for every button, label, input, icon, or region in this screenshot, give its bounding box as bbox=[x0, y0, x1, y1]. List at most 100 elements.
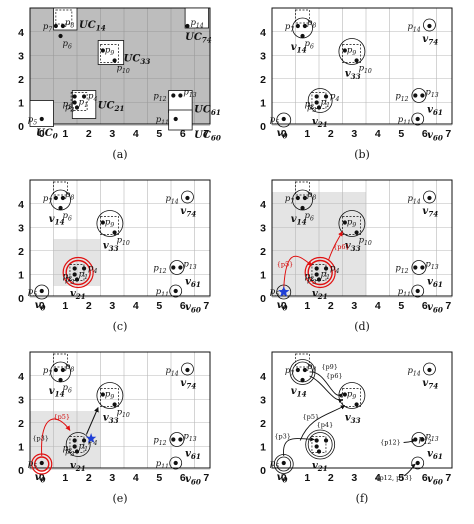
point-label-p8: p8 bbox=[65, 18, 74, 30]
v-label-v33: v33 bbox=[345, 413, 361, 426]
point-p2 bbox=[314, 100, 319, 105]
point-label-p7: p7 bbox=[43, 366, 52, 378]
y-tick: 0 bbox=[18, 293, 24, 305]
x-tick: 3 bbox=[109, 300, 115, 312]
dotted-box bbox=[342, 216, 361, 235]
point-p13 bbox=[178, 93, 183, 98]
arrow-black bbox=[85, 407, 99, 435]
point-p12 bbox=[171, 265, 176, 270]
cluster-circle-v21 bbox=[307, 432, 333, 457]
point-label-p11: p11 bbox=[398, 287, 411, 299]
point-label-p11: p11 bbox=[156, 287, 169, 299]
dotted-box bbox=[295, 9, 310, 24]
point-p14 bbox=[185, 23, 190, 29]
x-tick: 3 bbox=[351, 128, 357, 140]
annotation-p3: {p3} bbox=[274, 433, 291, 441]
cluster-circle-v74 bbox=[423, 362, 436, 376]
x-tick: 0 bbox=[39, 300, 45, 312]
point-p8 bbox=[302, 367, 307, 373]
y-tick: 2 bbox=[260, 74, 266, 86]
x-tick: 5 bbox=[156, 128, 162, 140]
point-label-p10: p10 bbox=[117, 236, 130, 248]
dotted-box bbox=[55, 9, 73, 25]
point-p13 bbox=[420, 93, 425, 98]
annotation-p5: {p5} bbox=[303, 413, 320, 421]
point-label-p13: p13 bbox=[425, 260, 438, 272]
point-p3 bbox=[74, 277, 80, 282]
cluster-circle-v0 bbox=[34, 456, 50, 472]
point-p2 bbox=[72, 272, 77, 277]
point-label-p8: p8 bbox=[65, 190, 74, 202]
point-p7 bbox=[295, 23, 300, 29]
v-label-v0: v0 bbox=[277, 472, 288, 485]
uc-label-uc61: UC61 bbox=[194, 105, 221, 118]
point-label-p9: p9 bbox=[347, 390, 356, 402]
v-label-v21: v21 bbox=[70, 461, 86, 474]
panel-frame bbox=[29, 179, 211, 297]
point-label-p6: p6 bbox=[63, 383, 72, 395]
x-tick: 0 bbox=[281, 128, 287, 140]
cluster-circle-v60 bbox=[169, 284, 183, 298]
cluster-circle-v60 bbox=[411, 112, 425, 126]
star-marker bbox=[85, 433, 97, 443]
point-label-p2: p2 bbox=[63, 100, 72, 112]
point-p10 bbox=[354, 230, 359, 235]
uc-label-uc33: UC33 bbox=[124, 54, 151, 67]
point-label-p13: p13 bbox=[425, 432, 438, 444]
arrow-black bbox=[299, 405, 346, 441]
panel-frame bbox=[271, 351, 453, 469]
x-tick: 2 bbox=[328, 300, 334, 312]
point-p14 bbox=[427, 367, 432, 373]
point-label-p14: p14 bbox=[165, 194, 178, 206]
x-tick: 1 bbox=[304, 128, 310, 140]
point-p7 bbox=[53, 23, 58, 29]
point-label-p12: p12 bbox=[153, 264, 166, 276]
point-label-p2: p2 bbox=[63, 444, 72, 456]
point-label-p9: p9 bbox=[347, 46, 356, 58]
point-p1 bbox=[314, 438, 319, 443]
y-tick: 0 bbox=[260, 293, 266, 305]
point-p1 bbox=[72, 266, 77, 271]
v-label-v74: v74 bbox=[422, 34, 438, 47]
point-p13 bbox=[420, 437, 425, 442]
point-label-p8: p8 bbox=[307, 362, 316, 374]
point-p7 bbox=[295, 195, 300, 201]
y-tick: 3 bbox=[18, 50, 24, 62]
annotation-p9: {p9} bbox=[321, 363, 338, 371]
point-p1 bbox=[72, 94, 77, 99]
x-tick: 4 bbox=[375, 128, 381, 140]
point-label-p4: p4 bbox=[88, 264, 97, 276]
y-tick: 2 bbox=[18, 74, 24, 86]
point-p6 bbox=[58, 205, 63, 211]
point-label-p1: p1 bbox=[79, 98, 88, 110]
point-label-p2: p2 bbox=[305, 100, 314, 112]
point-label-p14: p14 bbox=[190, 18, 203, 30]
cluster-circle-v21 bbox=[65, 259, 91, 286]
y-tick: 1 bbox=[260, 269, 266, 281]
cluster-circle-v33 bbox=[338, 210, 366, 237]
x-tick: 5 bbox=[398, 472, 404, 484]
y-tick: 1 bbox=[18, 97, 24, 109]
point-p7 bbox=[53, 367, 58, 373]
arrow-black bbox=[403, 438, 416, 443]
x-tick: 7 bbox=[445, 472, 451, 484]
point-p5 bbox=[281, 460, 286, 466]
point-label-p10: p10 bbox=[359, 64, 372, 76]
point-label-p6: p6 bbox=[63, 211, 72, 223]
point-label-p11: p11 bbox=[398, 115, 411, 127]
point-p10 bbox=[112, 402, 117, 407]
y-tick: 1 bbox=[18, 441, 24, 453]
point-p5 bbox=[39, 288, 44, 294]
arrow-black bbox=[309, 375, 343, 404]
unit-cell-uc21 bbox=[71, 90, 97, 119]
unit-cell-uc0 bbox=[29, 100, 54, 127]
point-label-p7: p7 bbox=[43, 194, 52, 206]
point-label-p6: p6 bbox=[305, 39, 314, 51]
x-tick: 1 bbox=[304, 300, 310, 312]
x-tick: 0 bbox=[281, 472, 287, 484]
x-tick: 3 bbox=[351, 472, 357, 484]
cluster-circle-v60 bbox=[411, 284, 425, 298]
x-tick: 5 bbox=[398, 128, 404, 140]
v-label-v61: v61 bbox=[427, 105, 443, 118]
